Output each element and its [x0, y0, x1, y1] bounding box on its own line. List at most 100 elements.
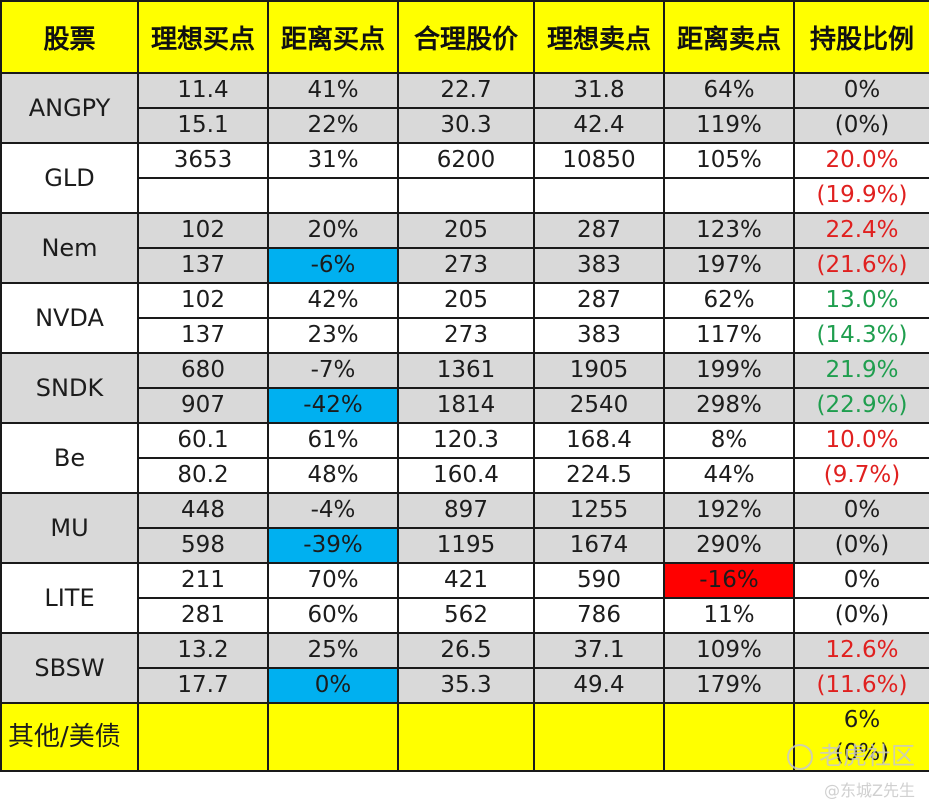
- fair-price-cell: 421: [397, 562, 535, 599]
- ticker-cell: SNDK: [0, 352, 139, 424]
- ticker-cell: LITE: [0, 562, 139, 634]
- ideal-buy-cell: 598: [137, 527, 269, 564]
- table-row: LITE 211 70% 421 590 -16% 0%: [0, 562, 929, 634]
- table-row: NVDA 102 42% 205 287 62% 13.0%: [0, 282, 929, 354]
- table-row: SNDK 680 -7% 1361 1905 199% 21.9%: [0, 352, 929, 424]
- dist-buy-cell: -42%: [267, 387, 399, 424]
- header-row: 股票 理想买点 距离买点 合理股价 理想卖点 距离卖点 持股比例: [0, 0, 929, 74]
- dist-sell-cell: 199%: [663, 352, 795, 389]
- ideal-buy-cell: 281: [137, 597, 269, 634]
- holding-cell: (0%): [793, 107, 929, 144]
- fair-price-cell: 205: [397, 282, 535, 319]
- fair-price-cell: 120.3: [397, 422, 535, 459]
- table-body: ANGPY 11.4 41% 22.7 31.8 64% 0% 15.1 22% 30.3 42.4…: [0, 72, 929, 772]
- table-row-sub: 137 -6% 273 383 197% (21.6%): [1, 247, 929, 284]
- holding-cell: (0%): [793, 527, 929, 564]
- dist-sell-cell: 290%: [663, 527, 795, 564]
- dist-buy-cell: 31%: [267, 142, 399, 179]
- ideal-sell-cell: 42.4: [533, 107, 665, 144]
- table-row: ANGPY 11.4 41% 22.7 31.8 64% 0%: [0, 72, 929, 144]
- dist-sell-cell: 8%: [663, 422, 795, 459]
- dist-sell-cell: 192%: [663, 492, 795, 529]
- dist-sell-cell: 179%: [663, 667, 795, 704]
- fair-price-cell: 205: [397, 212, 535, 249]
- ideal-buy-cell: 11.4: [137, 72, 269, 109]
- dist-buy-cell: 0%: [267, 667, 399, 704]
- other-holding-1: 6%: [843, 707, 881, 733]
- other-row: 其他/美债 6% (0%): [0, 702, 929, 772]
- ideal-sell-cell: 590: [533, 562, 665, 599]
- ideal-buy-cell: 3653: [137, 142, 269, 179]
- dist-sell-cell: 197%: [663, 247, 795, 284]
- holding-cell: (0%): [793, 597, 929, 634]
- dist-sell-cell: 119%: [663, 107, 795, 144]
- fair-price-cell: 273: [397, 247, 535, 284]
- fair-price-cell: 273: [397, 317, 535, 354]
- holding-cell: 13.0%: [793, 282, 929, 319]
- dist-sell-cell: [663, 177, 795, 214]
- ideal-sell-cell: 1674: [533, 527, 665, 564]
- ideal-buy-cell: [137, 177, 269, 214]
- table-row-sub: 281 60% 562 786 11% (0%): [1, 597, 929, 634]
- dist-buy-cell: 42%: [267, 282, 399, 319]
- table-row: MU 448 -4% 897 1255 192% 0%: [0, 492, 929, 564]
- empty-cell: [663, 702, 795, 772]
- ideal-sell-cell: 31.8: [533, 72, 665, 109]
- ticker-cell: SBSW: [0, 632, 139, 704]
- ideal-sell-cell: [533, 177, 665, 214]
- holding-cell: (9.7%): [793, 457, 929, 494]
- header-ideal-sell: 理想卖点: [533, 0, 665, 74]
- ticker-cell: GLD: [0, 142, 139, 214]
- fair-price-cell: 562: [397, 597, 535, 634]
- fair-price-cell: 1361: [397, 352, 535, 389]
- dist-buy-cell: 70%: [267, 562, 399, 599]
- dist-sell-cell: 64%: [663, 72, 795, 109]
- holding-cell: 20.0%: [793, 142, 929, 179]
- ideal-buy-cell: 80.2: [137, 457, 269, 494]
- ideal-buy-cell: 137: [137, 247, 269, 284]
- empty-cell: [137, 702, 269, 772]
- table-row: Nem 102 20% 205 287 123% 22.4%: [0, 212, 929, 284]
- header-fair-price: 合理股价: [397, 0, 535, 74]
- fair-price-cell: 30.3: [397, 107, 535, 144]
- holding-cell: 22.4%: [793, 212, 929, 249]
- ticker-cell: Be: [0, 422, 139, 494]
- ticker-cell: NVDA: [0, 282, 139, 354]
- fair-price-cell: 26.5: [397, 632, 535, 669]
- ideal-buy-cell: 211: [137, 562, 269, 599]
- ideal-sell-cell: 287: [533, 212, 665, 249]
- ideal-buy-cell: 907: [137, 387, 269, 424]
- empty-cell: [397, 702, 535, 772]
- dist-buy-cell: -4%: [267, 492, 399, 529]
- ideal-buy-cell: 680: [137, 352, 269, 389]
- dist-buy-cell: 20%: [267, 212, 399, 249]
- table-row: SBSW 13.2 25% 26.5 37.1 109% 12.6%: [0, 632, 929, 704]
- table-row: Be 60.1 61% 120.3 168.4 8% 10.0%: [0, 422, 929, 494]
- dist-buy-cell: 25%: [267, 632, 399, 669]
- ideal-sell-cell: 37.1: [533, 632, 665, 669]
- ideal-buy-cell: 17.7: [137, 667, 269, 704]
- fair-price-cell: 160.4: [397, 457, 535, 494]
- dist-buy-cell: -6%: [267, 247, 399, 284]
- table-row-sub: 15.1 22% 30.3 42.4 119% (0%): [1, 107, 929, 144]
- ideal-sell-cell: 1905: [533, 352, 665, 389]
- table-row-sub: (19.9%): [1, 177, 929, 214]
- other-label: 其他/美债: [0, 702, 139, 772]
- table-row-sub: 137 23% 273 383 117% (14.3%): [1, 317, 929, 354]
- dist-sell-cell: 123%: [663, 212, 795, 249]
- fair-price-cell: 897: [397, 492, 535, 529]
- fair-price-cell: 22.7: [397, 72, 535, 109]
- holding-cell: (19.9%): [793, 177, 929, 214]
- fair-price-cell: 1195: [397, 527, 535, 564]
- dist-sell-cell: 44%: [663, 457, 795, 494]
- empty-cell: [533, 702, 665, 772]
- dist-buy-cell: [267, 177, 399, 214]
- ideal-buy-cell: 60.1: [137, 422, 269, 459]
- dist-sell-cell: 105%: [663, 142, 795, 179]
- table-row-sub: 907 -42% 1814 2540 298% (22.9%): [1, 387, 929, 424]
- ideal-buy-cell: 448: [137, 492, 269, 529]
- ideal-sell-cell: 786: [533, 597, 665, 634]
- dist-buy-cell: 23%: [267, 317, 399, 354]
- holding-cell: 0%: [793, 562, 929, 599]
- ideal-sell-cell: 2540: [533, 387, 665, 424]
